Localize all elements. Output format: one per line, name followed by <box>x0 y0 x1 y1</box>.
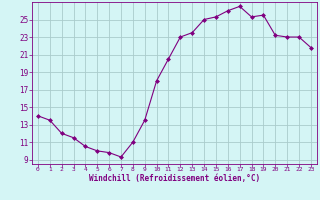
X-axis label: Windchill (Refroidissement éolien,°C): Windchill (Refroidissement éolien,°C) <box>89 174 260 183</box>
